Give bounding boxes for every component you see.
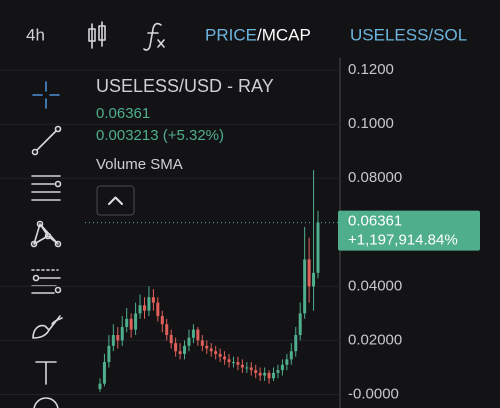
legend-title: USELESS/USD - RAY	[96, 76, 274, 96]
y-tick-label: 0.1000	[348, 115, 394, 132]
candle-body	[142, 305, 146, 311]
candle-body	[280, 364, 284, 371]
candle-body	[303, 259, 307, 314]
candle-body	[289, 351, 293, 360]
candle-body	[272, 372, 276, 379]
candle-body	[151, 297, 155, 303]
interval-button[interactable]: 4h	[26, 25, 45, 44]
candle-body	[294, 335, 298, 352]
candle-body	[120, 326, 124, 341]
last-price-badge	[338, 210, 480, 251]
y-tick-label: -0.0000	[348, 385, 399, 402]
y-tick-label: 0.08000	[348, 169, 402, 186]
candle-body	[102, 362, 106, 384]
candle-body	[178, 351, 182, 354]
candle-body	[276, 370, 280, 373]
y-tick-label: 0.1200	[348, 61, 394, 78]
legend-change: 0.003213 (+5.32%)	[96, 127, 224, 144]
trendline-tool[interactable]	[31, 125, 62, 156]
candle-body	[240, 364, 244, 368]
candle-body	[138, 305, 142, 314]
last-change-label: +1,197,914.84%	[348, 232, 458, 249]
candle-body	[316, 222, 320, 273]
candle-body	[111, 335, 115, 346]
price-toggle[interactable]: PRICE	[205, 25, 257, 44]
chart-type-button[interactable]	[88, 21, 106, 49]
candle-body	[218, 353, 222, 357]
candle-body	[298, 313, 302, 336]
candle-body	[174, 343, 178, 352]
candle-body	[307, 259, 311, 287]
candle-body	[254, 370, 258, 373]
candle-body	[258, 372, 262, 376]
candle-body	[285, 359, 289, 365]
candle-body	[223, 356, 227, 360]
more-tool[interactable]	[33, 397, 59, 408]
candle-body	[165, 324, 169, 336]
candle-body	[160, 316, 164, 325]
last-price-label: 0.06361	[348, 213, 402, 230]
candle-body	[267, 372, 271, 379]
candle-body	[125, 318, 129, 327]
candle-body	[147, 297, 151, 311]
candle-body	[231, 362, 235, 364]
brush-tool[interactable]	[32, 315, 63, 339]
collapse-legend-button[interactable]	[96, 185, 135, 216]
horizontal-lines-tool[interactable]	[31, 175, 62, 201]
y-tick-label: 0.04000	[348, 277, 402, 294]
candle-body	[116, 335, 120, 341]
legend-price: 0.06361	[96, 105, 150, 122]
candle-body	[312, 272, 316, 287]
indicators-button[interactable]	[143, 22, 165, 51]
candle-body	[200, 340, 204, 346]
candle-body	[196, 329, 200, 341]
mcap-toggle[interactable]: /MCAP	[257, 25, 311, 44]
candle-body	[263, 372, 267, 376]
candle-body	[205, 345, 209, 349]
candle-body	[236, 362, 240, 365]
text-tool[interactable]	[35, 361, 57, 385]
y-tick-label: 0.02000	[348, 331, 402, 348]
candle-body	[187, 337, 191, 346]
candle-body	[227, 359, 231, 363]
candle-body	[214, 351, 218, 354]
candle-body	[134, 313, 138, 330]
candle-body	[107, 345, 111, 363]
candle-body	[183, 345, 187, 354]
candle-body	[169, 335, 173, 344]
pair-button[interactable]: USELESS/SOL	[350, 25, 467, 44]
candle-body	[98, 383, 102, 390]
candle-body	[191, 329, 195, 338]
candle-body	[156, 302, 160, 317]
candle-body	[245, 367, 249, 369]
candle-body	[209, 348, 213, 352]
legend-indicator: Volume SMA	[96, 156, 183, 173]
candle-body	[129, 318, 133, 330]
candle-body	[249, 367, 253, 371]
crosshair-tool[interactable]	[32, 81, 60, 109]
pattern-tool[interactable]	[30, 220, 62, 248]
